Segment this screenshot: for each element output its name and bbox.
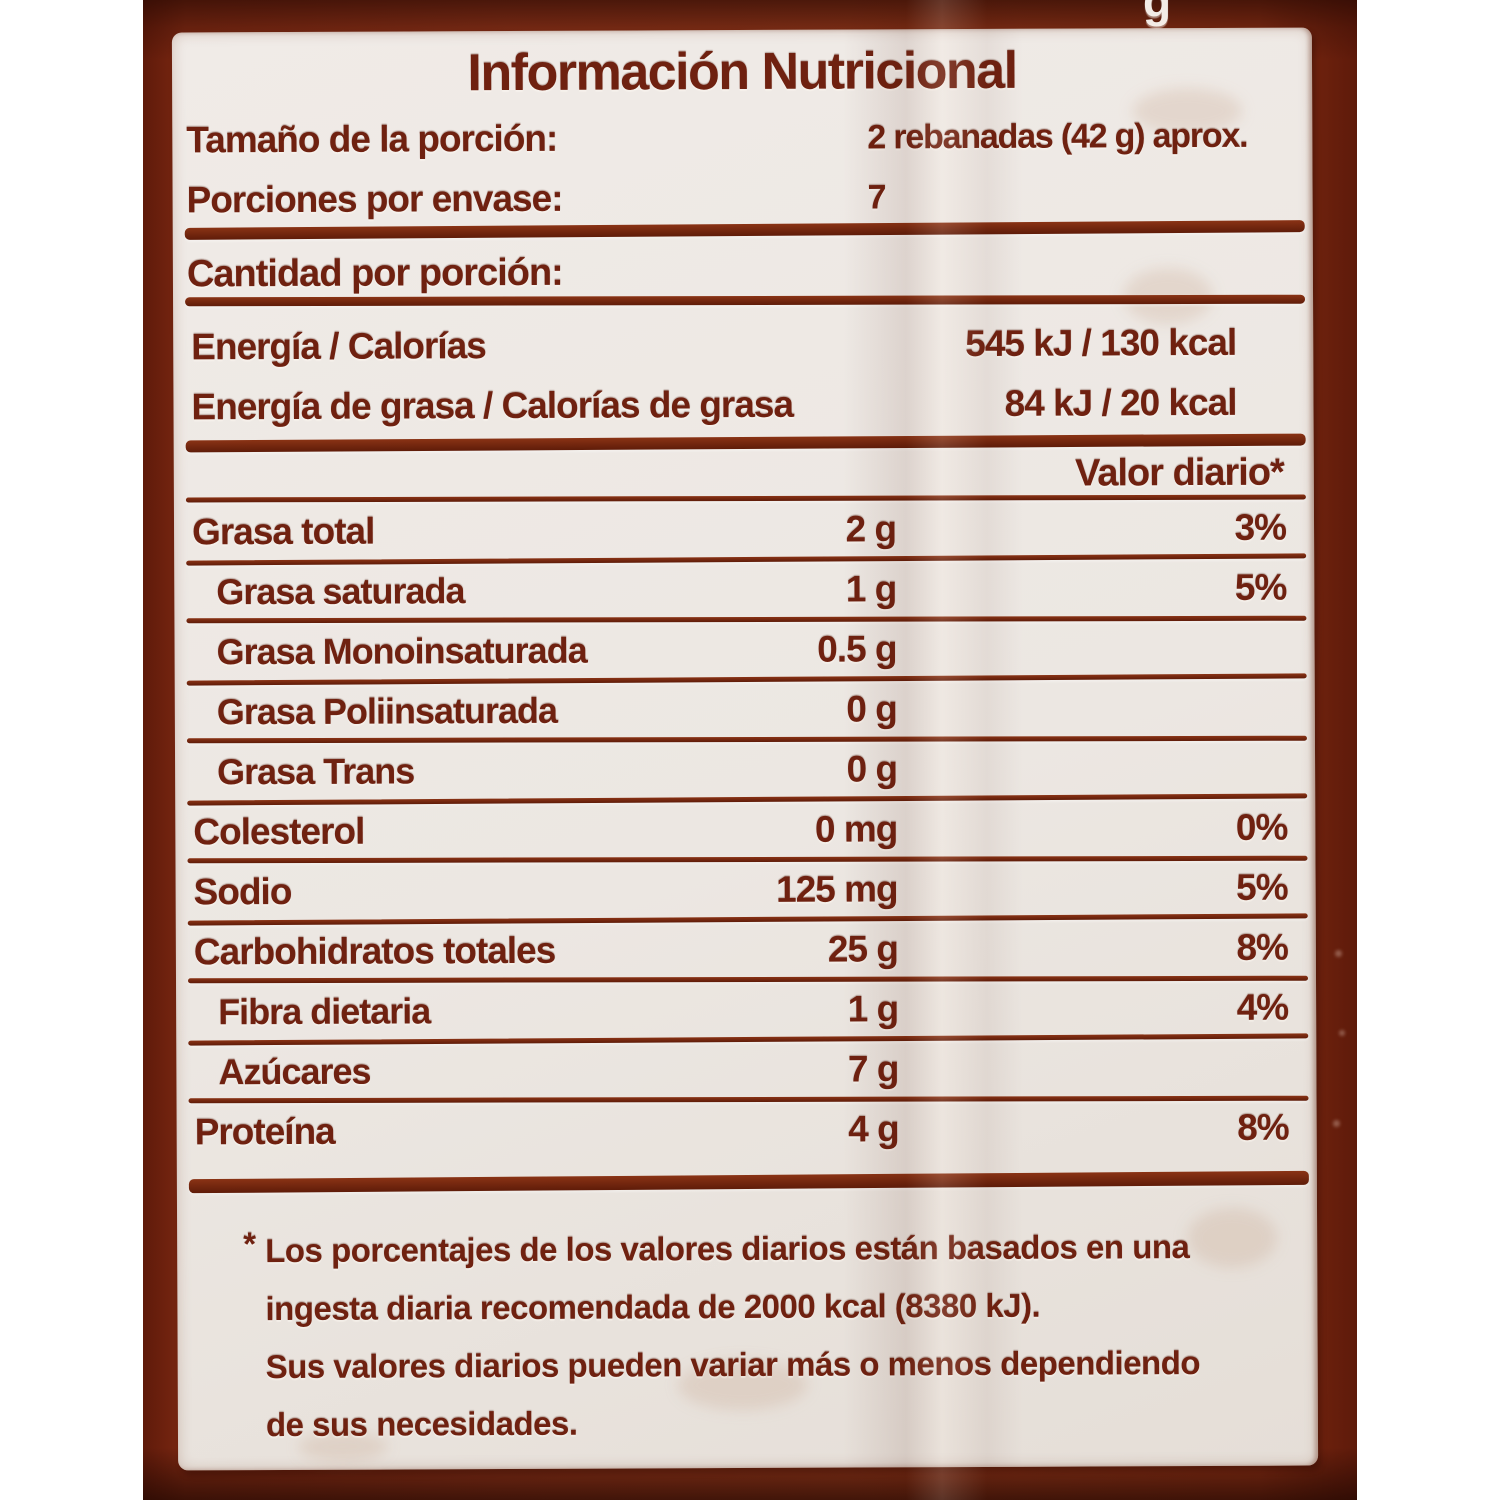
footnote-line: de sus necesidades. [265,1404,578,1444]
footnote-line: * Los porcentajes de los valores diarios … [243,1218,1287,1280]
nutrient-row: Azúcares 7 g [176,1040,1316,1105]
nutrient-name: Grasa total [191,510,375,553]
section-divider-medium [185,294,1306,307]
nutrient-row: Proteína 4 g 8% [177,1100,1317,1165]
nutrient-amount: 125 mg [776,868,898,910]
footnote-asterisk: * [243,1225,256,1263]
package-photo: g Información Nutricional Tamaño de la p… [143,0,1357,1500]
nutrient-amount: 1 g [845,568,897,610]
nutrient-dv: 0% [1235,806,1288,848]
nutrient-row: Grasa Trans 0 g [175,740,1315,806]
nutrient-name: Sodio [193,870,292,913]
serving-row: Tamaño de la porción: 2 rebanadas (42 g) … [186,108,1302,169]
nutrient-name: Colesterol [193,810,365,853]
nutrient-name: Grasa saturada [216,570,465,613]
label-title: Información Nutricional [467,41,1017,103]
nutrient-amount: 25 g [827,928,898,970]
package-top-text-fragment: g [1143,0,1172,27]
nutrient-row: Colesterol 0 mg 0% [175,800,1315,865]
energy-name: Energía / Calorías [191,325,486,368]
nutrient-dv: 3% [1234,506,1287,548]
serving-name: Tamaño de la porción: [186,117,558,161]
nutrient-amount: 1 g [847,988,899,1030]
energy-row: Energía / Calorías 545 kJ / 130 kcal [191,315,1305,376]
serving-value: 2 rebanadas (42 g) aprox. [867,116,1248,157]
energy-name: Energía de grasa / Calorías de grasa [191,383,794,428]
nutrient-amount: 0.5 g [817,628,897,670]
nutrient-amount: 0 g [846,688,897,730]
daily-value-header: Valor diario* [1074,451,1284,495]
serving-section: Tamaño de la porción: 2 rebanadas (42 g) … [172,28,1312,221]
nutrient-row: Fibra dietaria 1 g 4% [176,980,1316,1046]
nutrient-row: Sodio 125 mg 5% [175,860,1315,926]
nutrient-amount: 4 g [848,1108,899,1150]
package-speck [1333,1120,1340,1127]
nutrient-row: Grasa saturada 1 g 5% [174,560,1314,625]
section-divider-thick [188,1170,1309,1194]
nutrient-amount: 0 g [846,748,898,790]
nutrient-name: Grasa Monoinsaturada [216,629,587,673]
energy-value: 84 kJ / 20 kcal [1004,381,1237,424]
nutrient-name: Azúcares [218,1050,371,1093]
nutrient-amount: 0 mg [814,808,898,850]
nutrient-name: Grasa Poliinsaturada [216,689,558,733]
nutrient-row: Grasa total 2 g 3% [174,500,1314,566]
footnote-line: Sus valores diarios pueden variar más o … [265,1344,1201,1386]
package-speck [1335,950,1342,957]
nutrient-table: Grasa total 2 g 3% Grasa saturada 1 g 5% Grasa… [174,500,1317,1165]
nutrient-row: Carbohidratos totales 25 g 8% [176,920,1316,985]
nutrient-dv: 4% [1236,986,1289,1028]
nutrient-name: Grasa Trans [217,750,415,793]
nutrient-amount: 7 g [847,1048,899,1090]
nutrient-name: Proteína [194,1110,335,1153]
nutrient-name: Carbohidratos totales [193,929,556,973]
nutrient-name: Fibra dietaria [218,990,431,1033]
package-speck [1339,1030,1345,1036]
serving-value: 7 [867,178,886,217]
energy-section: Energía / Calorías 545 kJ / 130 kcal Energ… [172,28,1312,428]
nutrient-row: Grasa Monoinsaturada 0.5 g [174,620,1314,686]
energy-row: Energía de grasa / Calorías de grasa 84 k… [191,375,1305,436]
serving-row: Porciones por envase: 7 [186,168,1302,229]
energy-value: 545 kJ / 130 kcal [965,321,1237,365]
footnote: * Los porcentajes de los valores diarios … [243,1218,1288,1454]
nutrient-dv: 5% [1234,566,1287,608]
amount-per-serving-heading: Cantidad por porción: [186,251,563,296]
footnote-line: ingesta diaria recomendada de 2000 kcal … [265,1286,1041,1328]
nutrient-dv: 5% [1236,866,1288,908]
nutrient-dv: 8% [1236,926,1288,968]
nutrient-row: Grasa Poliinsaturada 0 g [175,680,1315,745]
serving-name: Porciones por envase: [186,177,563,221]
nutrient-amount: 2 g [845,508,897,550]
nutrition-label: Información Nutricional Tamaño de la por… [171,27,1319,1471]
nutrient-dv: 8% [1237,1106,1289,1148]
